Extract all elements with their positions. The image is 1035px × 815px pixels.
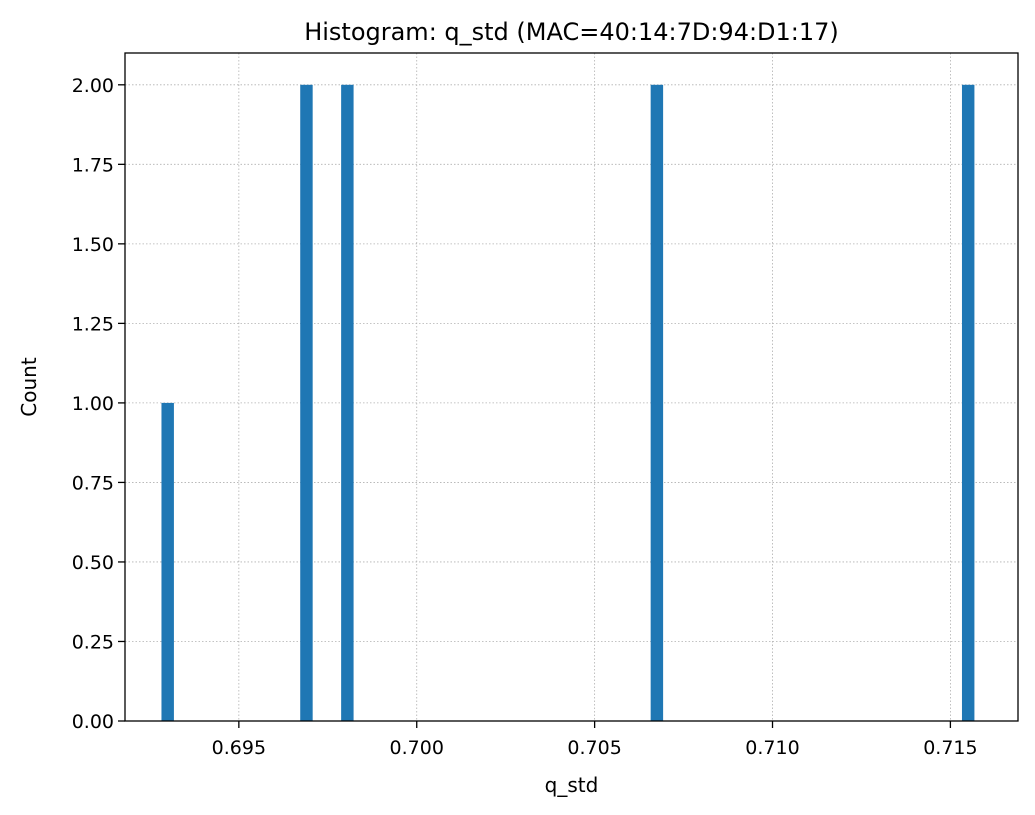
grid xyxy=(125,53,1018,722)
y-tick-label: 1.50 xyxy=(72,234,114,256)
y-tick-label: 2.00 xyxy=(72,75,114,97)
histogram-bar xyxy=(300,84,313,722)
x-tick-label: 0.715 xyxy=(923,737,977,759)
histogram-bar xyxy=(650,84,664,722)
y-tick-label: 0.50 xyxy=(72,552,114,574)
x-tick-label: 0.695 xyxy=(212,737,266,759)
chart-title: Histogram: q_std (MAC=40:14:7D:94:D1:17) xyxy=(304,18,839,46)
ticks: 0.00 0.25 0.50 0.75 1.00 1.25 1.50 1.75 2.00 0.69… xyxy=(72,75,978,759)
histogram-bar xyxy=(161,402,174,721)
x-tick-label: 0.700 xyxy=(390,737,444,759)
x-tick-label: 0.705 xyxy=(567,737,621,759)
y-tick-label: 1.00 xyxy=(72,393,114,415)
y-axis-label: Count xyxy=(17,357,41,417)
x-tick-label: 0.710 xyxy=(745,737,799,759)
y-tick-label: 0.25 xyxy=(72,631,114,653)
axes-frame xyxy=(124,52,1019,722)
y-tick-label: 0.00 xyxy=(72,711,114,733)
x-axis-label: q_std xyxy=(545,773,599,797)
histogram-bar xyxy=(341,84,354,722)
y-tick-label: 1.75 xyxy=(72,154,114,176)
y-tick-label: 0.75 xyxy=(72,472,114,494)
histogram-bar xyxy=(961,84,975,722)
bars xyxy=(161,84,975,722)
y-tick-label: 1.25 xyxy=(72,313,114,335)
